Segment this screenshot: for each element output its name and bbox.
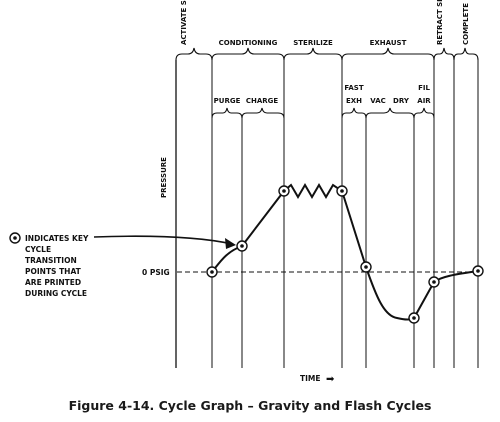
brace-fast-exh [341,107,367,119]
subphase-label-fil: FIL [418,84,430,92]
phase-label-activate: ACTIVATE SEAL(S) [180,0,188,45]
subphase-label-charge: CHARGE [246,97,279,105]
legend-line: DURING CYCLE [25,289,87,298]
brace-sterilize [283,47,343,61]
brace-vac-dry [365,107,415,119]
subphase-label-fast: FAST [344,84,363,92]
phase-label-retract: RETRACT SEAL(S) [436,0,444,45]
phase-braces [175,47,479,61]
transition-point-marker [472,265,484,277]
brace-retract [433,47,455,61]
subphase-label-vac: VAC [370,97,386,105]
legend-arrowhead [225,238,236,249]
phase-label-sterilize: STERILIZE [293,39,333,47]
phase-dividers [211,60,479,368]
brace-charge [241,107,285,119]
legend-line: TRANSITION [25,256,77,265]
brace-activate [175,47,213,61]
pressure-curve [211,183,479,321]
legend: INDICATES KEY CYCLE TRANSITION POINTS TH… [9,232,236,298]
zero-psig-label: 0 PSIG [142,268,170,277]
y-axis-label: PRESSURE [160,157,168,198]
legend-line: ARE PRINTED [25,278,81,287]
transition-point-marker [336,185,348,197]
phase-label-exhaust: EXHAUST [370,39,407,47]
figure-caption: Figure 4-14. Cycle Graph – Gravity and F… [69,398,432,413]
transition-markers [206,185,484,324]
subphase-label-exh: EXH [346,97,362,105]
transition-point-marker [408,312,420,324]
phase-label-conditioning: CONDITIONING [219,39,278,47]
legend-line: CYCLE [25,245,51,254]
subphase-braces [211,107,435,119]
transition-point-marker [278,185,290,197]
legend-arrow [93,235,233,245]
legend-line: INDICATES KEY [25,234,89,243]
subphase-label-purge: PURGE [214,97,241,105]
transition-point-marker [360,261,372,273]
brace-purge [211,107,243,119]
brace-fil-air [413,107,435,119]
transition-point-marker [428,276,440,288]
brace-complete [453,47,479,61]
legend-marker-icon [9,232,21,244]
subphase-label-dry: DRY [393,97,410,105]
subphase-label-air: AIR [417,97,431,105]
brace-conditioning [211,47,285,61]
x-axis-label: TIME [300,374,321,383]
time-arrow-icon: ➡ [326,374,335,385]
phase-label-complete: COMPLETE [462,3,470,45]
transition-point-marker [236,240,248,252]
legend-line: POINTS THAT [25,267,82,276]
brace-exhaust [341,47,435,61]
transition-point-marker [206,266,218,278]
